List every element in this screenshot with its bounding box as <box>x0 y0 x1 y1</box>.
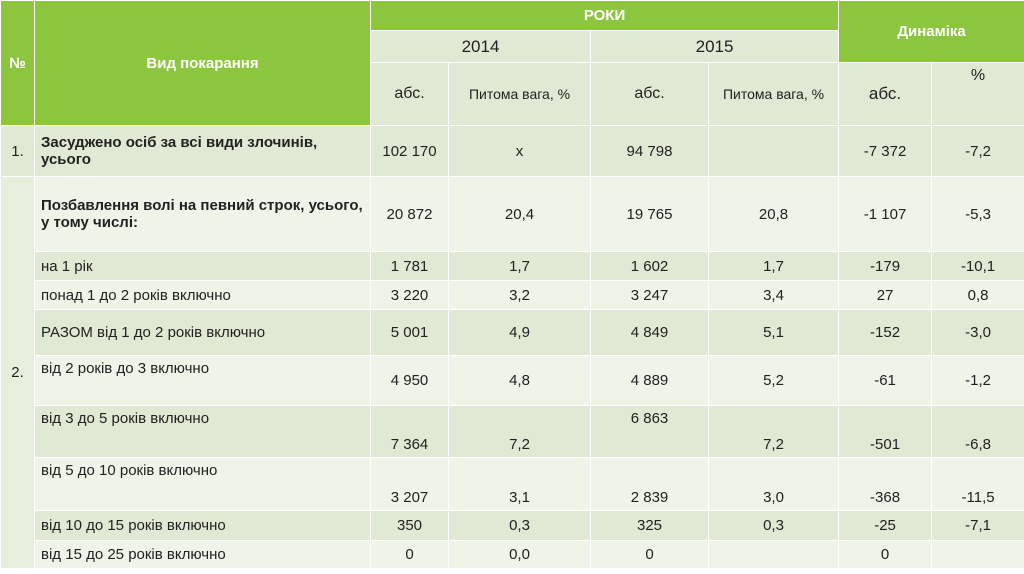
cell-abs-2014: 1 781 <box>370 251 449 281</box>
cell-dyn-abs: -25 <box>838 510 933 541</box>
cell-share-2015: 5,2 <box>707 355 840 406</box>
table-row: РАЗОМ від 1 до 2 років включно 5 001 4,9… <box>1 309 1024 356</box>
cell-abs-2015: 0 <box>590 540 709 569</box>
row-label-sub: у тому числі: <box>41 214 138 231</box>
cell-share-2015: 7,2 <box>707 405 840 458</box>
cell-abs-2015: 325 <box>590 510 709 541</box>
header-years: РОКИ <box>369 0 840 31</box>
cell-abs-2014: 350 <box>370 510 449 541</box>
row-number: 1. <box>0 125 35 177</box>
header-year-2014: 2014 <box>370 30 591 63</box>
row-label: Засуджено осіб за всі види злочинів, усь… <box>34 125 371 177</box>
cell-abs-2015: 94 798 <box>590 125 709 177</box>
header-year-2015: 2015 <box>589 30 840 63</box>
row-label: від 10 до 15 років включно <box>34 510 371 541</box>
table-row: від 3 до 5 років включно 7 364 7,2 6 863… <box>1 405 1024 458</box>
row-label: понад 1 до 2 років включно <box>34 280 371 310</box>
cell-share-2015: 20,8 <box>707 176 840 252</box>
cell-share-2014: 3,2 <box>448 280 591 310</box>
cell-share-2015: 3,0 <box>707 457 840 511</box>
cell-abs-2015: 2 839 <box>590 457 709 511</box>
cell-abs-2014: 7 364 <box>370 405 449 458</box>
cell-abs-2014: 102 170 <box>370 125 449 177</box>
cell-abs-2014: 4 950 <box>370 355 449 406</box>
cell-share-2015: 0,3 <box>707 510 840 541</box>
cell-dyn-pct: -7,2 <box>931 125 1024 177</box>
cell-abs-2015: 4 889 <box>590 355 709 406</box>
cell-dyn-abs: -7 372 <box>838 125 933 177</box>
cell-dyn-abs: 0 <box>838 540 933 569</box>
cell-share-2015: 3,4 <box>707 280 840 310</box>
table-row: від 2 років до 3 включно 4 950 4,8 4 889… <box>1 355 1024 406</box>
cell-dyn-pct: -7,1 <box>931 510 1024 541</box>
header-pct-dynamics: % <box>931 62 1024 126</box>
cell-abs-2014: 0 <box>370 540 449 569</box>
header-number: № <box>0 0 35 126</box>
cell-dyn-pct <box>931 540 1024 569</box>
row-label: РАЗОМ від 1 до 2 років включно <box>34 309 371 356</box>
cell-dyn-abs: -179 <box>838 251 933 281</box>
row-label: Позбавлення волі на певний строк, усього… <box>34 176 371 252</box>
header-abs-2015: абс. <box>590 62 709 126</box>
cell-dyn-abs: -501 <box>838 405 933 458</box>
cell-share-2014: 0,3 <box>448 510 591 541</box>
row-label: на 1 рік <box>34 251 371 281</box>
row-label-main: Позбавлення волі на певний строк, усього… <box>41 197 363 214</box>
cell-dyn-pct: -3,0 <box>931 309 1024 356</box>
header-share-2014: Питома вага, % <box>448 62 591 126</box>
cell-share-2015 <box>707 125 840 177</box>
cell-dyn-pct: -1,2 <box>931 355 1024 406</box>
cell-share-2015 <box>707 540 840 569</box>
cell-dyn-pct: -6,8 <box>931 405 1024 458</box>
table-row: 2. Позбавлення волі на певний строк, усь… <box>0 176 1024 569</box>
row-label: від 5 до 10 років включно <box>34 457 371 511</box>
header-penalty-type: Вид покарання <box>34 0 371 126</box>
cell-abs-2015: 3 247 <box>590 280 709 310</box>
row-label: від 2 років до 3 включно <box>34 355 371 406</box>
cell-abs-2015: 6 863 <box>590 405 709 458</box>
cell-abs-2015: 4 849 <box>590 309 709 356</box>
cell-dyn-abs: -368 <box>838 457 933 511</box>
table-row: від 5 до 10 років включно 3 207 3,1 2 83… <box>1 457 1024 511</box>
header-abs-dynamics: абс. <box>838 62 933 126</box>
cell-dyn-abs: -61 <box>838 355 933 406</box>
cell-abs-2015: 1 602 <box>590 251 709 281</box>
cell-dyn-pct: -5,3 <box>931 176 1024 252</box>
header-dynamics: Динаміка <box>838 0 1024 63</box>
cell-share-2014: 4,8 <box>448 355 591 406</box>
row-label: від 15 до 25 років включно <box>34 540 371 569</box>
cell-share-2014: 1,7 <box>448 251 591 281</box>
cell-dyn-abs: 27 <box>838 280 933 310</box>
cell-dyn-abs: -152 <box>838 309 933 356</box>
cell-dyn-pct: -11,5 <box>931 457 1024 511</box>
row-label: від 3 до 5 років включно <box>34 405 371 458</box>
row-number: 2. <box>0 176 35 569</box>
header-abs-2014: абс. <box>370 62 449 126</box>
cell-share-2014: 20,4 <box>448 176 591 252</box>
cell-share-2015: 1,7 <box>707 251 840 281</box>
table-row: понад 1 до 2 років включно 3 220 3,2 3 2… <box>1 280 1024 310</box>
cell-abs-2014: 3 207 <box>370 457 449 511</box>
cell-abs-2014: 5 001 <box>370 309 449 356</box>
cell-abs-2014: 20 872 <box>370 176 449 252</box>
table-row: на 1 рік 1 781 1,7 1 602 1,7 -179 -10,1 <box>1 251 1024 281</box>
cell-dyn-pct: -10,1 <box>931 251 1024 281</box>
table-row: 1. Засуджено осіб за всі види злочинів, … <box>0 125 1024 177</box>
cell-dyn-pct: 0,8 <box>931 280 1024 310</box>
cell-abs-2014: 3 220 <box>370 280 449 310</box>
cell-share-2014: 3,1 <box>448 457 591 511</box>
cell-share-2014: х <box>448 125 591 177</box>
header-share-2015: Питома вага, % <box>707 62 840 126</box>
cell-abs-2015: 19 765 <box>590 176 709 252</box>
cell-share-2014: 4,9 <box>448 309 591 356</box>
cell-share-2014: 0,0 <box>448 540 591 569</box>
table-row: від 10 до 15 років включно 350 0,3 325 0… <box>1 510 1024 541</box>
cell-share-2014: 7,2 <box>448 405 591 458</box>
table-row: від 15 до 25 років включно 0 0,0 0 0 <box>1 540 1024 569</box>
cell-dyn-abs: -1 107 <box>838 176 933 252</box>
cell-share-2015: 5,1 <box>707 309 840 356</box>
